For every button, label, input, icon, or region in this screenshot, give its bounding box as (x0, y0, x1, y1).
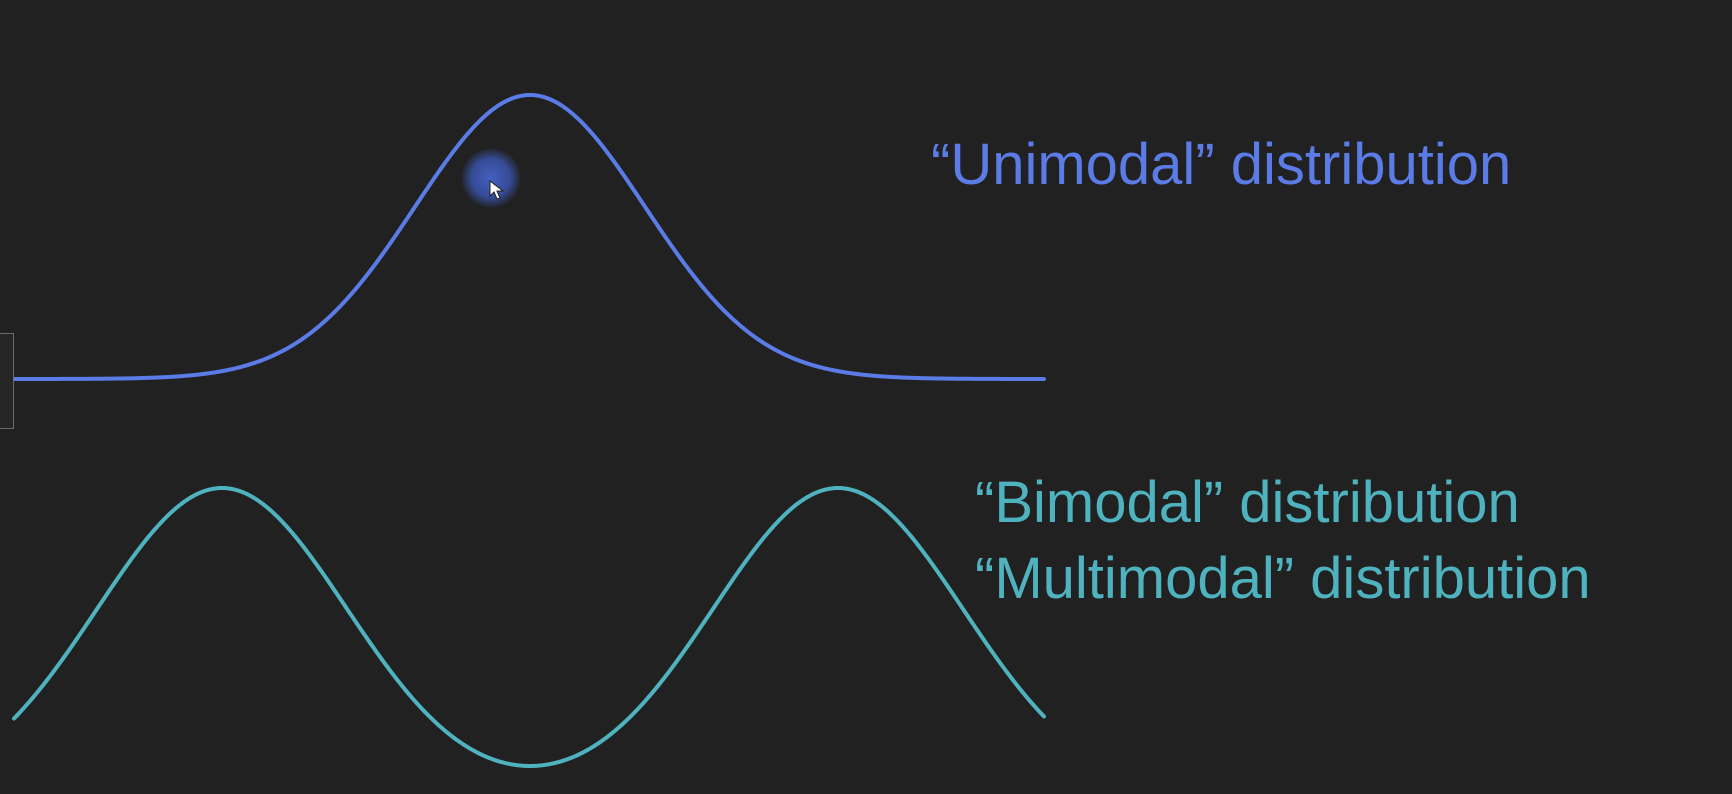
mouse-pointer-icon (489, 180, 505, 200)
cursor-highlight (461, 148, 521, 208)
unimodal-label: “Unimodal” distribution (931, 132, 1512, 197)
multimodal-label: “Multimodal” distribution (975, 546, 1591, 611)
cursor-halo (461, 148, 521, 208)
unimodal-curve (12, 92, 1046, 381)
bimodal-label: “Bimodal” distribution (975, 470, 1520, 535)
edge-tab[interactable] (0, 333, 14, 429)
bimodal-curve (12, 485, 1046, 769)
